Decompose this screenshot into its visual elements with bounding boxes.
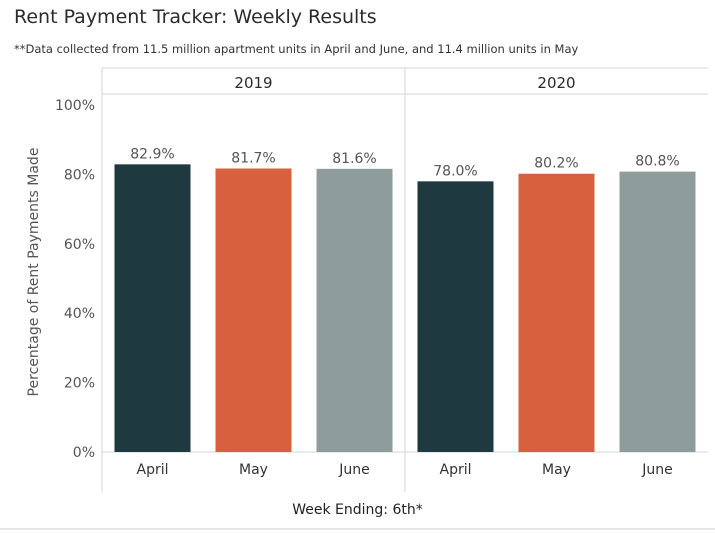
bar-2020-june bbox=[619, 171, 696, 452]
x-tick-label: June bbox=[641, 462, 673, 478]
bar-value-label: 81.6% bbox=[332, 151, 376, 167]
bar-2019-june bbox=[316, 168, 393, 452]
bar-2019-may bbox=[215, 168, 292, 452]
chart-panels: 2019 82.9% April 81.7% May 81.6% June 2020 78.0%… bbox=[114, 68, 696, 492]
x-tick-label: June bbox=[338, 462, 370, 478]
x-axis-label: Week Ending: 6th* bbox=[292, 502, 423, 518]
bar-value-label: 80.8% bbox=[635, 154, 679, 170]
y-axis: 0% 20% 40% 60% 80% 100% bbox=[55, 98, 95, 461]
panel-header: 2019 bbox=[234, 74, 272, 92]
bar-value-label: 81.7% bbox=[231, 151, 275, 167]
bar-value-label: 82.9% bbox=[130, 146, 174, 162]
bar-2020-april bbox=[417, 181, 494, 452]
y-tick-label: 20% bbox=[64, 376, 95, 392]
x-tick-label: April bbox=[440, 462, 472, 478]
y-tick-label: 80% bbox=[64, 167, 95, 183]
x-tick-label: May bbox=[239, 462, 268, 478]
bottom-divider bbox=[0, 528, 715, 530]
x-tick-label: April bbox=[137, 462, 169, 478]
y-tick-label: 0% bbox=[73, 445, 95, 461]
bar-2020-may bbox=[518, 173, 595, 452]
x-tick-label: May bbox=[542, 462, 571, 478]
panel-2020: 2020 78.0% April 80.2% May 80.8% June bbox=[404, 68, 696, 492]
panel-2019: 2019 82.9% April 81.7% May 81.6% June bbox=[114, 74, 393, 478]
chart-subtitle: **Data collected from 11.5 million apart… bbox=[14, 42, 579, 56]
bar-value-label: 80.2% bbox=[534, 156, 578, 172]
panel-header: 2020 bbox=[537, 74, 575, 92]
y-tick-label: 40% bbox=[64, 306, 95, 322]
y-tick-label: 60% bbox=[64, 237, 95, 253]
chart-title: Rent Payment Tracker: Weekly Results bbox=[14, 6, 377, 28]
bar-2019-april bbox=[114, 164, 191, 452]
y-tick-label: 100% bbox=[55, 98, 95, 114]
y-axis-label: Percentage of Rent Payments Made bbox=[26, 148, 42, 397]
bar-value-label: 78.0% bbox=[433, 163, 477, 179]
